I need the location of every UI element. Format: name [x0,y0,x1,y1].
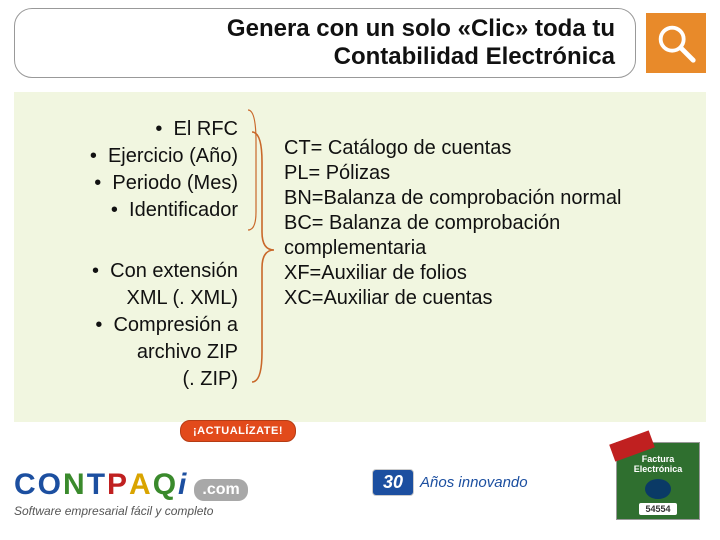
bullet-identificador: • Identificador [20,197,238,224]
title-line-1: Genera con un solo «Clic» toda tu [227,15,615,43]
bullet-periodo: • Periodo (Mes) [20,170,238,197]
bullet-rfc-text: El RFC [174,118,238,140]
brand-logo: CONTPAQi .com Software empresarial fácil… [14,468,248,518]
bullet-xml: • Con extensiónXML (. XML) [20,258,238,312]
bullet-rfc: • El RFC [20,116,238,143]
bullet-zip: • Compresión aarchivo ZIP(. ZIP) [20,312,238,393]
anniversary-text: Años innovando [420,474,528,491]
bullet-ejercicio-text: Ejercicio (Año) [108,145,238,167]
def-xc: XC=Auxiliar de cuentas [284,286,700,311]
title-box: Genera con un solo «Clic» toda tu Contab… [14,8,636,77]
slide-header: Genera con un solo «Clic» toda tu Contab… [14,8,706,78]
factura-badge: Factura Electrónica 54554 [616,442,700,520]
factura-line1: Factura [642,454,675,464]
right-column: CT= Catálogo de cuentas PL= Pólizas BN=B… [278,92,706,422]
bullet-identificador-text: Identificador [129,199,238,221]
anniversary: 30 Años innovando [372,469,528,496]
brand-dotcom: .com [194,479,247,501]
bullet-ejercicio: • Ejercicio (Año) [20,143,238,170]
content-panel: • El RFC • Ejercicio (Año) • Periodo (Me… [14,92,706,422]
bracket-column [244,92,278,422]
factura-line2: Electrónica [634,464,683,474]
search-icon [646,13,706,73]
factura-text: Factura Electrónica [634,455,683,475]
bullet-periodo-text: Periodo (Mes) [112,172,238,194]
def-xf: XF=Auxiliar de folios [284,261,700,286]
def-bc: BC= Balanza de comprobacióncomplementari… [284,211,700,261]
footer: ¡ACTUALÍZATE! CONTPAQi .com Software emp… [0,430,720,540]
brace-icon [244,92,278,422]
def-pl: PL= Pólizas [284,161,700,186]
actualizate-badge: ¡ACTUALÍZATE! [180,420,296,442]
anniversary-number: 30 [372,469,414,496]
left-group-2: • Con extensiónXML (. XML) • Compresión … [20,258,238,393]
factura-number: 54554 [639,503,676,515]
def-bn: BN=Balanza de comprobación normal [284,186,700,211]
brand-text: CONTPAQi .com [14,468,248,502]
title-line-2: Contabilidad Electrónica [334,43,615,71]
def-ct: CT= Catálogo de cuentas [284,136,700,161]
left-column: • El RFC • Ejercicio (Año) • Periodo (Me… [14,92,244,422]
seal-icon [645,479,671,499]
brand-tagline: Software empresarial fácil y completo [14,504,248,518]
